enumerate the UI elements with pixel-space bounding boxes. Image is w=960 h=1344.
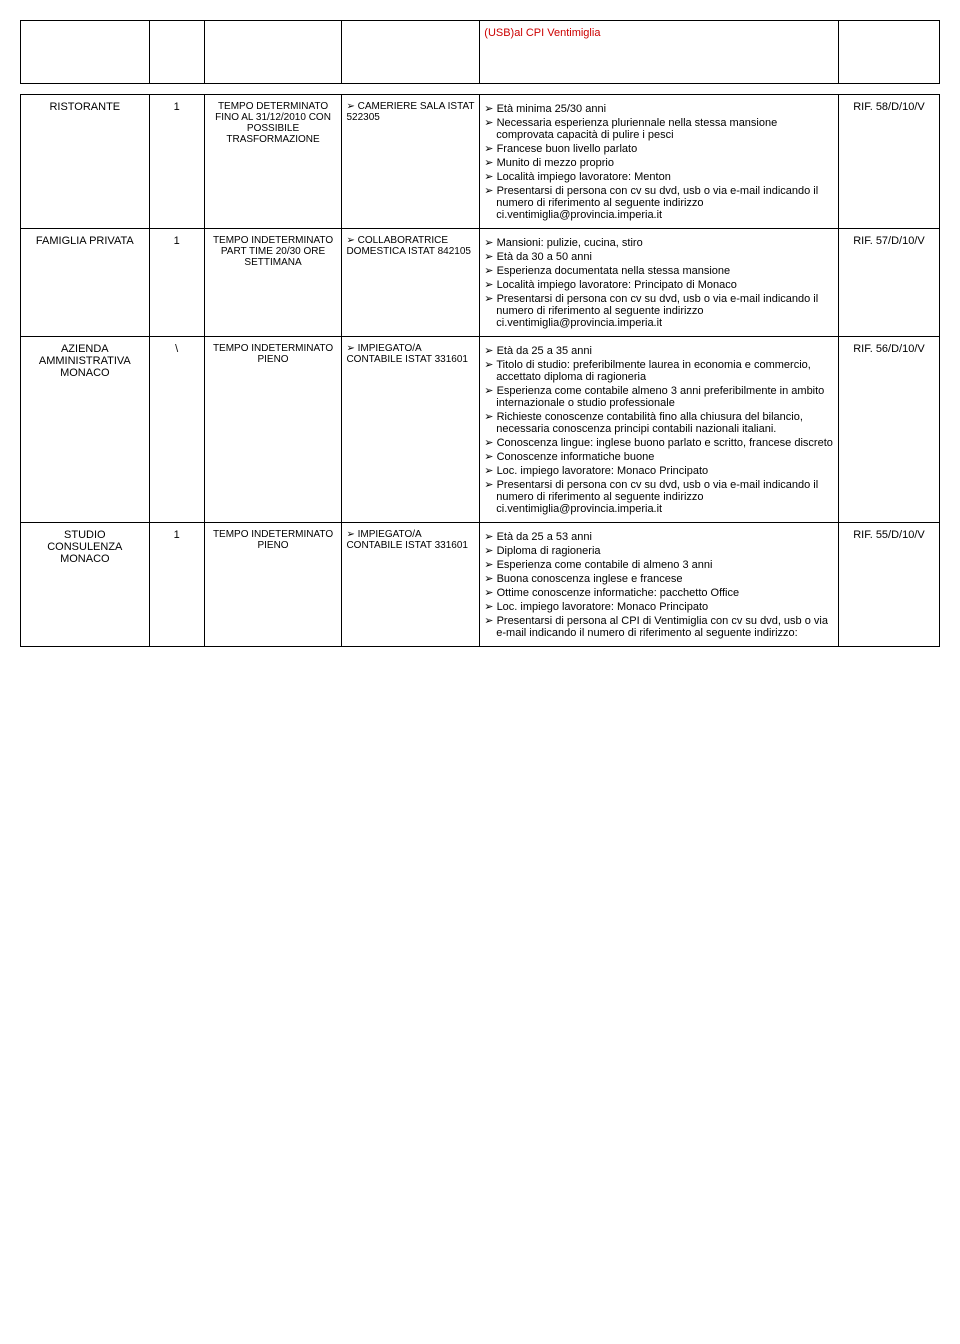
employer-cell: STUDIO CONSULENZA MONACO — [21, 523, 150, 647]
detail-item: Mansioni: pulizie, cucina, stiro — [484, 236, 834, 249]
detail-item: Località impiego lavoratore: Menton — [484, 170, 834, 183]
contract-cell: TEMPO INDETERMINATO PIENO — [204, 523, 342, 647]
details-cell: Età minima 25/30 anniNecessaria esperien… — [480, 95, 839, 229]
detail-item: Diploma di ragioneria — [484, 544, 834, 557]
count-cell: 1 — [149, 523, 204, 647]
detail-item: Conoscenze informatiche buone — [484, 450, 834, 463]
role-cell: COLLABORATRICE DOMESTICA ISTAT 842105 — [342, 229, 480, 337]
reference-cell: RIF. 55/D/10/V — [838, 523, 939, 647]
detail-item: Richieste conoscenze contabilità fino al… — [484, 410, 834, 435]
contract-cell: TEMPO INDETERMINATO PART TIME 20/30 ORE … — [204, 229, 342, 337]
reference-cell: RIF. 56/D/10/V — [838, 337, 939, 523]
top-fragment-table: (USB)al CPI Ventimiglia — [20, 20, 940, 84]
frag-cell — [342, 21, 480, 84]
table-row: RISTORANTE1TEMPO DETERMINATO FINO AL 31/… — [21, 95, 940, 229]
count-cell: 1 — [149, 95, 204, 229]
details-cell: Età da 25 a 53 anniDiploma di ragioneria… — [480, 523, 839, 647]
employer-cell: RISTORANTE — [21, 95, 150, 229]
details-cell: Mansioni: pulizie, cucina, stiroEtà da 3… — [480, 229, 839, 337]
detail-item: Francese buon livello parlato — [484, 142, 834, 155]
contract-cell: TEMPO DETERMINATO FINO AL 31/12/2010 CON… — [204, 95, 342, 229]
detail-item: Età da 30 a 50 anni — [484, 250, 834, 263]
role-item: CAMERIERE SALA ISTAT 522305 — [346, 101, 475, 123]
detail-item: Titolo di studio: preferibilmente laurea… — [484, 358, 834, 383]
reference-cell: RIF. 57/D/10/V — [838, 229, 939, 337]
count-cell: 1 — [149, 229, 204, 337]
detail-item: Buona conoscenza inglese e francese — [484, 572, 834, 585]
usb-cell: (USB)al CPI Ventimiglia — [480, 21, 839, 84]
role-item: COLLABORATRICE DOMESTICA ISTAT 842105 — [346, 235, 475, 257]
contract-cell: TEMPO INDETERMINATO PIENO — [204, 337, 342, 523]
detail-item: Età minima 25/30 anni — [484, 102, 834, 115]
detail-item: Età da 25 a 35 anni — [484, 344, 834, 357]
frag-cell — [838, 21, 939, 84]
employer-cell: FAMIGLIA PRIVATA — [21, 229, 150, 337]
role-item: IMPIEGATO/A CONTABILE ISTAT 331601 — [346, 343, 475, 365]
detail-item: Presentarsi di persona con cv su dvd, us… — [484, 478, 834, 515]
role-cell: IMPIEGATO/A CONTABILE ISTAT 331601 — [342, 337, 480, 523]
count-cell: \ — [149, 337, 204, 523]
detail-item: Loc. impiego lavoratore: Monaco Principa… — [484, 600, 834, 613]
frag-cell — [149, 21, 204, 84]
detail-item: Necessaria esperienza pluriennale nella … — [484, 116, 834, 141]
detail-item: Loc. impiego lavoratore: Monaco Principa… — [484, 464, 834, 477]
detail-item: Ottime conoscenze informatiche: pacchett… — [484, 586, 834, 599]
main-table: RISTORANTE1TEMPO DETERMINATO FINO AL 31/… — [20, 94, 940, 647]
table-row: STUDIO CONSULENZA MONACO1TEMPO INDETERMI… — [21, 523, 940, 647]
table-row: FAMIGLIA PRIVATA1TEMPO INDETERMINATO PAR… — [21, 229, 940, 337]
detail-item: Località impiego lavoratore: Principato … — [484, 278, 834, 291]
role-item: IMPIEGATO/A CONTABILE ISTAT 331601 — [346, 529, 475, 551]
reference-cell: RIF. 58/D/10/V — [838, 95, 939, 229]
details-cell: Età da 25 a 35 anniTitolo di studio: pre… — [480, 337, 839, 523]
detail-item: Età da 25 a 53 anni — [484, 530, 834, 543]
detail-item: Presentarsi di persona al CPI di Ventimi… — [484, 614, 834, 639]
detail-item: Munito di mezzo proprio — [484, 156, 834, 169]
role-cell: CAMERIERE SALA ISTAT 522305 — [342, 95, 480, 229]
frag-cell — [21, 21, 150, 84]
detail-item: Conoscenza lingue: inglese buono parlato… — [484, 436, 834, 449]
detail-item: Esperienza come contabile almeno 3 anni … — [484, 384, 834, 409]
employer-cell: AZIENDA AMMINISTRATIVA MONACO — [21, 337, 150, 523]
detail-item: Presentarsi di persona con cv su dvd, us… — [484, 184, 834, 221]
detail-item: Esperienza come contabile di almeno 3 an… — [484, 558, 834, 571]
detail-item: Esperienza documentata nella stessa mans… — [484, 264, 834, 277]
role-cell: IMPIEGATO/A CONTABILE ISTAT 331601 — [342, 523, 480, 647]
detail-item: Presentarsi di persona con cv su dvd, us… — [484, 292, 834, 329]
table-row: AZIENDA AMMINISTRATIVA MONACO\TEMPO INDE… — [21, 337, 940, 523]
frag-cell — [204, 21, 342, 84]
